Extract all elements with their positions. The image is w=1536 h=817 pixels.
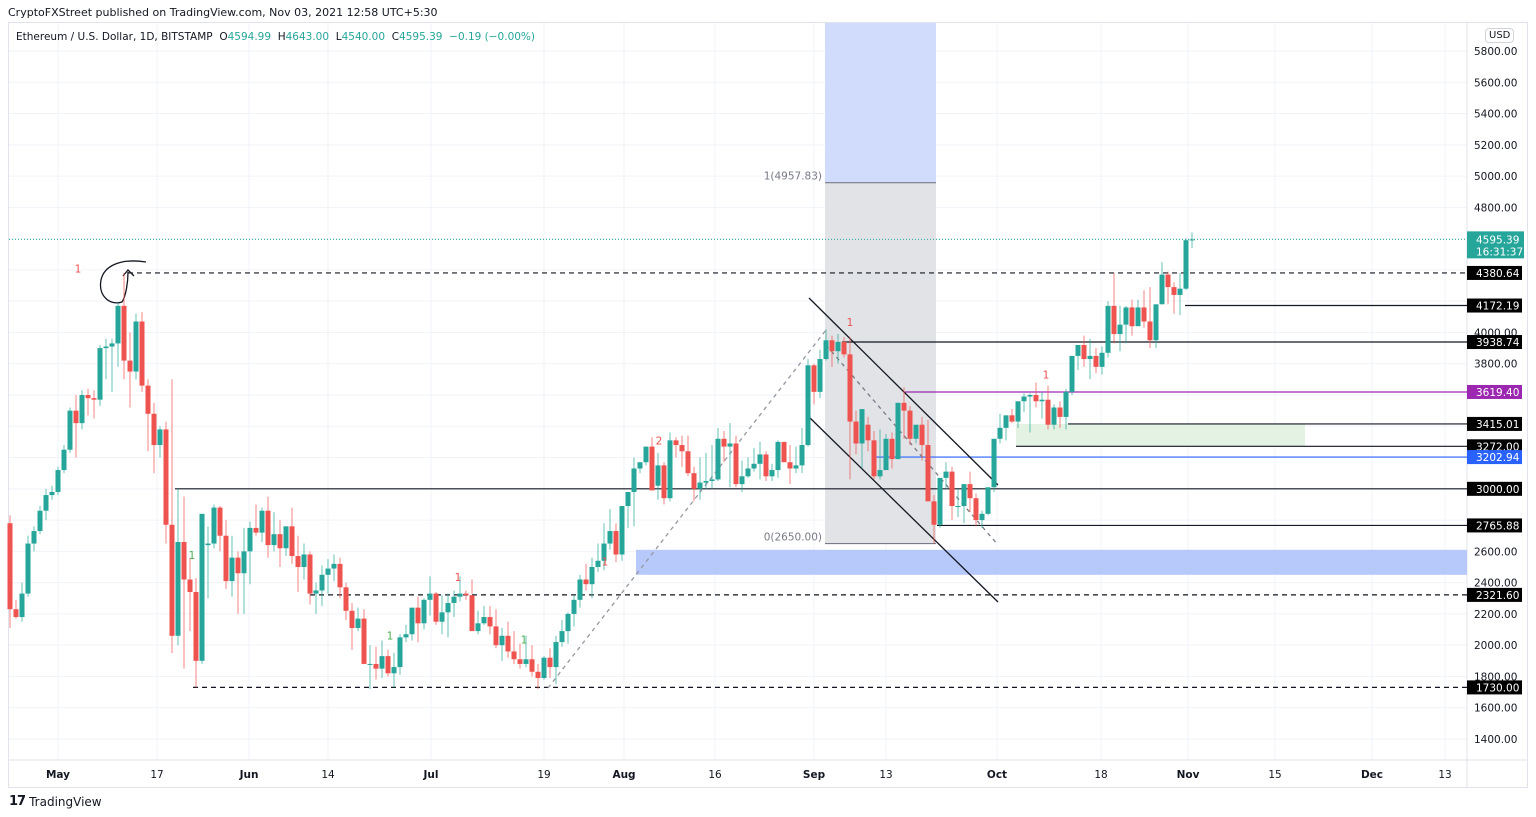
tradingview-logo[interactable]: 17 TradingView <box>9 794 102 809</box>
level-tag-2321.60 <box>1467 587 1522 602</box>
symbol-name: Ethereum / U.S. Dollar, 1D, BITSTAMP <box>16 31 213 43</box>
blue-demand-zone <box>636 549 1467 575</box>
svg-text:3938.74: 3938.74 <box>1476 337 1520 349</box>
open-value: 4594.99 <box>227 31 272 43</box>
chart-frame <box>8 22 1528 788</box>
fib-range-zone <box>825 182 936 544</box>
level-tag-3415.01 <box>1467 416 1522 431</box>
svg-text:17: 17 <box>150 769 163 781</box>
svg-text:5000.00: 5000.00 <box>1474 171 1517 183</box>
svg-text:Oct: Oct <box>987 769 1007 781</box>
svg-text:2321.60: 2321.60 <box>1476 590 1519 602</box>
level-tag-4172.19 <box>1467 298 1522 313</box>
svg-text:3415.01: 3415.01 <box>1476 419 1519 431</box>
annotations: 1 1 1 1 1 1 2 1 1 <box>75 263 1050 646</box>
level-tag-3000.00 <box>1467 481 1522 496</box>
fib-target-zone <box>825 23 936 183</box>
level-tag-3938.74 <box>1467 335 1522 350</box>
svg-text:16:31:37: 16:31:37 <box>1476 246 1523 258</box>
svg-text:1400.00: 1400.00 <box>1474 734 1517 746</box>
zones: 1(4957.83) 0(2650.00) <box>636 23 1467 575</box>
svg-text:5600.00: 5600.00 <box>1474 77 1517 89</box>
tradingview-brand: TradingView <box>29 794 102 809</box>
svg-text:2: 2 <box>656 435 663 447</box>
time-axis: May 17 Jun 14 Jul 19 Aug 16 Sep 13 Oct 18 Nov 15 Dec 13 <box>46 769 1452 781</box>
svg-text:1600.00: 1600.00 <box>1474 703 1517 715</box>
low-value: 4540.00 <box>341 31 385 43</box>
svg-text:1: 1 <box>847 317 854 329</box>
svg-text:13: 13 <box>1438 769 1451 781</box>
svg-text:3000.00: 3000.00 <box>1476 484 1519 496</box>
svg-text:May: May <box>46 769 70 781</box>
hand-drawn-circle <box>99 260 147 304</box>
level-tag-4380.64 <box>1467 265 1522 280</box>
svg-text:3619.40: 3619.40 <box>1476 387 1519 399</box>
horizontal-levels <box>9 238 1467 689</box>
symbol-legend: Ethereum / U.S. Dollar, 1D, BITSTAMP O45… <box>16 31 536 43</box>
svg-text:Aug: Aug <box>612 769 635 781</box>
svg-text:5400.00: 5400.00 <box>1474 109 1517 121</box>
svg-text:Sep: Sep <box>803 769 826 781</box>
svg-text:18: 18 <box>1094 769 1107 781</box>
change-value: −0.19 (−0.00%) <box>449 31 536 43</box>
svg-text:4800.00: 4800.00 <box>1474 202 1517 214</box>
svg-text:Dec: Dec <box>1361 769 1383 781</box>
svg-text:1: 1 <box>189 550 196 562</box>
svg-text:1730.00: 1730.00 <box>1476 682 1519 694</box>
svg-text:3800.00: 3800.00 <box>1474 359 1517 371</box>
svg-text:Jun: Jun <box>239 769 259 781</box>
svg-text:Jul: Jul <box>423 769 439 781</box>
level-tag-3272.00 <box>1467 439 1522 454</box>
grid-lines <box>9 23 1527 787</box>
svg-text:1: 1 <box>75 263 82 275</box>
svg-text:5800.00: 5800.00 <box>1474 46 1517 58</box>
svg-text:2600.00: 2600.00 <box>1474 546 1517 558</box>
tradingview-logo-icon: 17 <box>9 794 26 809</box>
svg-text:Nov: Nov <box>1177 769 1200 781</box>
close-value: 4595.39 <box>399 31 443 43</box>
svg-text:2200.00: 2200.00 <box>1474 609 1517 621</box>
high-value: 4643.00 <box>285 31 330 43</box>
level-tag-3619.40 <box>1467 384 1522 399</box>
svg-text:5200.00: 5200.00 <box>1474 140 1517 152</box>
svg-text:16: 16 <box>708 769 722 781</box>
svg-text:3202.94: 3202.94 <box>1476 452 1520 464</box>
svg-text:1: 1 <box>602 556 609 568</box>
svg-text:1: 1 <box>521 635 528 647</box>
candlesticks <box>7 232 1195 689</box>
price-axis: 5800.00 5600.00 5400.00 5200.00 5000.00 4800.… <box>1467 46 1524 746</box>
svg-text:4380.64: 4380.64 <box>1476 268 1520 280</box>
svg-text:2000.00: 2000.00 <box>1474 640 1517 652</box>
svg-text:4595.39: 4595.39 <box>1476 234 1519 246</box>
svg-text:1: 1 <box>387 631 394 643</box>
svg-text:4172.19: 4172.19 <box>1476 301 1519 313</box>
currency-badge[interactable]: USD <box>1485 28 1515 43</box>
last-price-tag <box>1467 231 1524 259</box>
svg-text:2765.88: 2765.88 <box>1476 520 1519 532</box>
fib-level-1-label: 1(4957.83) <box>764 171 822 183</box>
level-tag-2765.88 <box>1467 518 1522 533</box>
publisher-line: CryptoFXStreet published on TradingView.… <box>8 6 438 19</box>
svg-text:13: 13 <box>879 769 892 781</box>
svg-text:1: 1 <box>1043 370 1050 382</box>
level-tag-1730.00 <box>1467 680 1522 695</box>
svg-text:19: 19 <box>537 769 550 781</box>
level-tag-3202.94 <box>1467 450 1522 465</box>
svg-text:14: 14 <box>321 769 335 781</box>
svg-text:1: 1 <box>455 572 462 584</box>
svg-text:2400.00: 2400.00 <box>1474 578 1517 590</box>
green-demand-zone <box>1016 423 1305 447</box>
svg-text:15: 15 <box>1268 769 1281 781</box>
fib-level-0-label: 0(2650.00) <box>764 532 822 544</box>
